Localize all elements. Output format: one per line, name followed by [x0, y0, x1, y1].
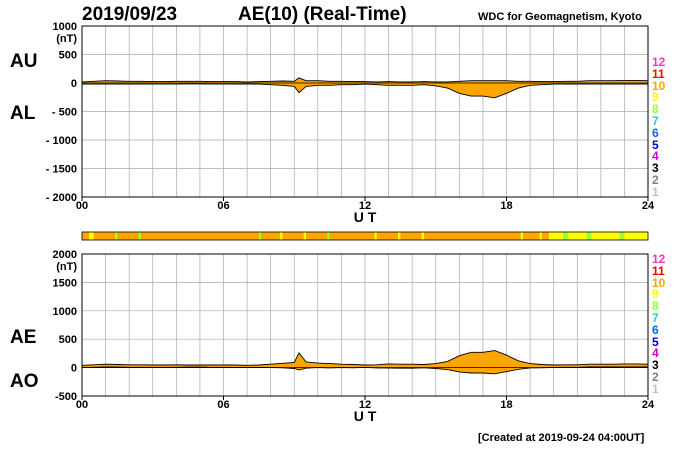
station-count-label: 3: [652, 161, 659, 176]
station-count-segment: [303, 232, 307, 240]
lower-y-tick-label: 2000: [53, 249, 77, 261]
upper-y-unit-label: (nT): [56, 33, 77, 45]
station-count-label: 3: [652, 358, 659, 373]
station-count-label: 4: [652, 149, 659, 164]
upper-y-tick-label: - 1000: [46, 135, 77, 147]
station-count-label: 6: [652, 322, 659, 337]
upper-x-tick-label: 12: [359, 200, 371, 212]
upper-y-tick-label: - 1500: [46, 164, 77, 176]
station-count-label: 12: [652, 252, 666, 266]
station-count-segment: [619, 232, 625, 240]
station-count-segment: [586, 232, 592, 240]
station-count-label: 4: [652, 346, 659, 361]
station-count-label: 1: [652, 381, 659, 396]
station-count-label: 8: [652, 102, 659, 117]
station-count-segment: [548, 232, 564, 240]
station-count-label: 2: [652, 370, 659, 384]
plot-title: AE(10) (Real-Time): [238, 4, 407, 25]
lower-x-tick-label: 00: [76, 399, 88, 411]
station-count-strip-base: [82, 232, 648, 240]
lower-y-unit-label: (nT): [56, 261, 77, 273]
lower-x-tick-label: 18: [500, 399, 512, 411]
upper-y-tick-label: 500: [59, 50, 77, 62]
upper-x-tick-label: 18: [500, 200, 512, 212]
station-count-label: 9: [652, 287, 659, 302]
station-count-label: 9: [652, 90, 659, 105]
lower-y-tick-label: 1500: [53, 277, 77, 289]
lower-y-tick-label: 500: [59, 334, 77, 346]
upper-x-tick-label: 06: [217, 200, 229, 212]
station-count-label: 8: [652, 299, 659, 314]
station-count-segment: [567, 232, 587, 240]
station-count-segment: [327, 232, 330, 240]
al-label: AL: [10, 103, 36, 124]
station-count-segment: [563, 232, 568, 240]
upper-x-tick-label: 00: [76, 200, 88, 212]
station-count-segment: [624, 232, 648, 240]
station-count-label: 5: [652, 334, 659, 349]
station-count-label: 2: [652, 173, 659, 187]
created-timestamp: [Created at 2019-09-24 04:00UT]: [478, 432, 645, 444]
data-source-label: WDC for Geomagnetism, Kyoto: [478, 11, 642, 23]
station-count-segment: [280, 232, 283, 240]
upper-y-tick-label: - 500: [52, 107, 77, 119]
station-count-segment: [421, 232, 424, 240]
station-count-segment: [539, 232, 542, 240]
station-count-segment: [138, 232, 141, 240]
lower-x-tick-label: 24: [642, 399, 655, 411]
station-count-label: 5: [652, 137, 659, 152]
station-count-label: 1: [652, 184, 659, 199]
upper-y-tick-label: 0: [71, 78, 77, 90]
lower-y-tick-label: -500: [55, 391, 77, 403]
station-count-segment: [374, 232, 377, 240]
lower-y-tick-label: 1000: [53, 306, 77, 318]
station-count-label: 10: [652, 275, 666, 290]
station-count-strip-frame: [81, 231, 649, 241]
upper-y-tick-label: 1000: [53, 21, 77, 33]
lower-x-tick-label: 12: [359, 399, 371, 411]
upper-series-line-au: [81, 77, 649, 83]
lower-y-tick-label: 0: [71, 363, 77, 375]
station-count-label: 6: [652, 125, 659, 140]
lower-x-tick-label: 06: [217, 399, 229, 411]
station-count-label: 11: [652, 263, 665, 278]
lower-series-line-ae: [81, 350, 649, 366]
upper-y-tick-label: - 2000: [46, 192, 77, 204]
station-count-segment: [591, 232, 620, 240]
upper-x-tick-label: 24: [642, 200, 655, 212]
station-count-label: 12: [652, 55, 666, 69]
upper-series-line-al: [82, 83, 648, 99]
ae-label: AE: [10, 327, 37, 348]
au-label: AU: [10, 51, 38, 72]
station-count-segment: [398, 232, 401, 240]
station-count-label: 11: [652, 66, 665, 81]
upper-x-axis-label: U T: [354, 209, 377, 225]
station-count-segment: [520, 232, 524, 240]
station-count-segment: [115, 232, 118, 240]
station-count-label: 7: [652, 311, 659, 325]
station-count-segment: [258, 232, 262, 240]
plot-date: 2019/09/23: [82, 4, 178, 25]
ao-label: AO: [10, 371, 39, 392]
station-count-label: 7: [652, 114, 659, 128]
lower-x-axis-label: U T: [354, 408, 377, 424]
station-count-label: 10: [652, 78, 666, 93]
station-count-segment: [89, 232, 94, 240]
